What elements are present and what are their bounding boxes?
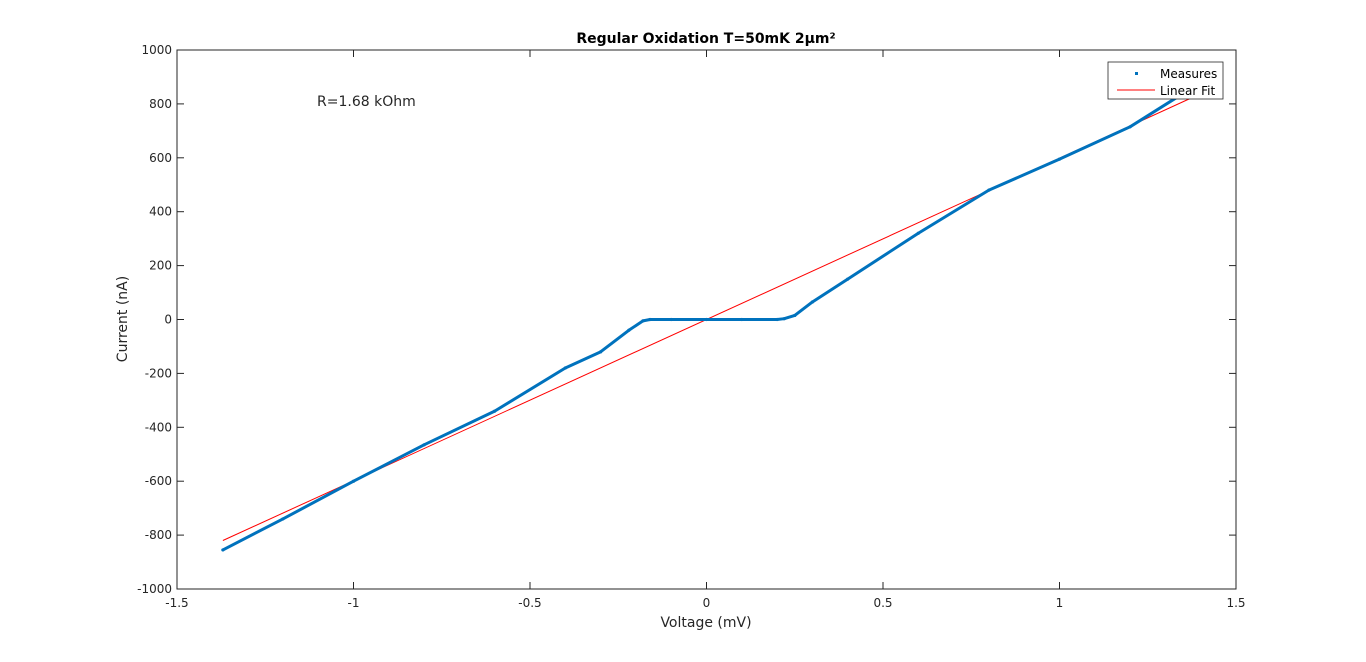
legend-box bbox=[1107, 61, 1224, 100]
x-tick-label: -0.5 bbox=[518, 596, 541, 610]
measure-point bbox=[987, 188, 991, 192]
measure-point bbox=[351, 479, 356, 483]
measure-point bbox=[782, 317, 786, 321]
x-axis-label: Voltage (mV) bbox=[660, 615, 751, 631]
measure-point bbox=[793, 313, 797, 318]
measure-point bbox=[493, 409, 497, 413]
x-tick-label: 0 bbox=[703, 596, 711, 610]
y-tick-label: -600 bbox=[145, 474, 172, 488]
x-tick-label: -1 bbox=[348, 596, 360, 610]
y-tick-label: 600 bbox=[149, 151, 172, 165]
measure-point bbox=[1057, 157, 1062, 161]
x-tick-label: 1 bbox=[1056, 596, 1064, 610]
measure-point bbox=[641, 319, 645, 323]
legend-label-linear-fit: Linear Fit bbox=[1160, 84, 1215, 98]
measure-point bbox=[1128, 125, 1132, 129]
y-tick-label: 1000 bbox=[141, 43, 172, 57]
measure-point bbox=[810, 300, 815, 304]
measure-point bbox=[627, 328, 631, 332]
measure-point bbox=[599, 350, 603, 354]
y-tick-label: -800 bbox=[145, 528, 172, 542]
y-tick-label: -200 bbox=[145, 366, 172, 380]
chart-title: Regular Oxidation T=50mK 2μm² bbox=[576, 31, 835, 47]
x-tick-label: 1.5 bbox=[1226, 596, 1245, 610]
measure-point bbox=[648, 317, 652, 322]
measure-point bbox=[704, 317, 709, 322]
y-axis-label: Current (nA) bbox=[115, 276, 131, 362]
y-tick-label: 800 bbox=[149, 97, 172, 111]
x-tick-label: -1.5 bbox=[165, 596, 188, 610]
measure-point bbox=[846, 277, 850, 281]
legend-marker-measures bbox=[1135, 72, 1138, 75]
x-tick-label: 0.5 bbox=[873, 596, 892, 610]
y-tick-label: 400 bbox=[149, 205, 172, 219]
measure-point bbox=[916, 231, 920, 235]
measure-point bbox=[422, 443, 426, 447]
y-tick-label: -400 bbox=[145, 420, 172, 434]
plot-frame bbox=[176, 49, 1237, 590]
measure-point bbox=[221, 548, 225, 552]
legend-label-measures: Measures bbox=[1160, 67, 1217, 81]
measure-point bbox=[563, 366, 567, 370]
measure-point bbox=[281, 517, 285, 521]
legend: Measures Linear Fit bbox=[1107, 61, 1224, 100]
chart-marks bbox=[221, 87, 1192, 552]
y-tick-label: -1000 bbox=[137, 582, 172, 596]
y-tick-label: 200 bbox=[149, 259, 172, 273]
measure-point bbox=[669, 317, 673, 322]
resistance-annotation: R=1.68 kOhm bbox=[317, 94, 416, 110]
axes: -1.5 -1 -0.5 0 0.5 1 1.5 -1000 -800 -600 -400 -200 0… bbox=[137, 43, 1245, 610]
measure-point bbox=[740, 317, 744, 322]
measure-point bbox=[775, 317, 779, 322]
y-tick-label: 0 bbox=[164, 313, 172, 327]
